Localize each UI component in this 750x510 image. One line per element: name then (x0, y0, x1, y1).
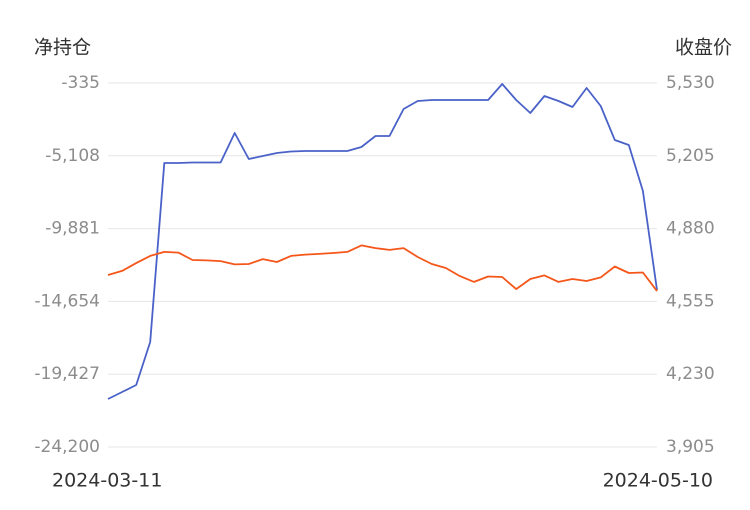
series-line (107, 244, 658, 292)
y2-axis-title: 收盘价 (675, 37, 732, 59)
y-tick-label: -24,200 (34, 437, 100, 457)
y2-tick-label: 5,205 (666, 146, 715, 166)
y-tick-label: -5,108 (45, 146, 100, 166)
y2-tick-label: 4,555 (666, 291, 715, 311)
y2-tick-label: 4,880 (666, 219, 715, 239)
y2-tick-label: 5,530 (666, 73, 715, 93)
x-tick-label: 2024-05-10 (603, 470, 713, 492)
y-tick-label: -9,881 (45, 219, 100, 239)
y-tick-label: -335 (61, 73, 100, 93)
y-tick-label: -19,427 (34, 364, 100, 384)
y2-tick-label: 3,905 (666, 437, 715, 457)
y2-tick-label: 4,230 (666, 364, 715, 384)
y-tick-label: -14,654 (34, 291, 100, 311)
x-tick-label: 2024-03-11 (52, 470, 162, 492)
series-line (107, 83, 658, 400)
y-axis-title: 净持仓 (34, 37, 91, 59)
